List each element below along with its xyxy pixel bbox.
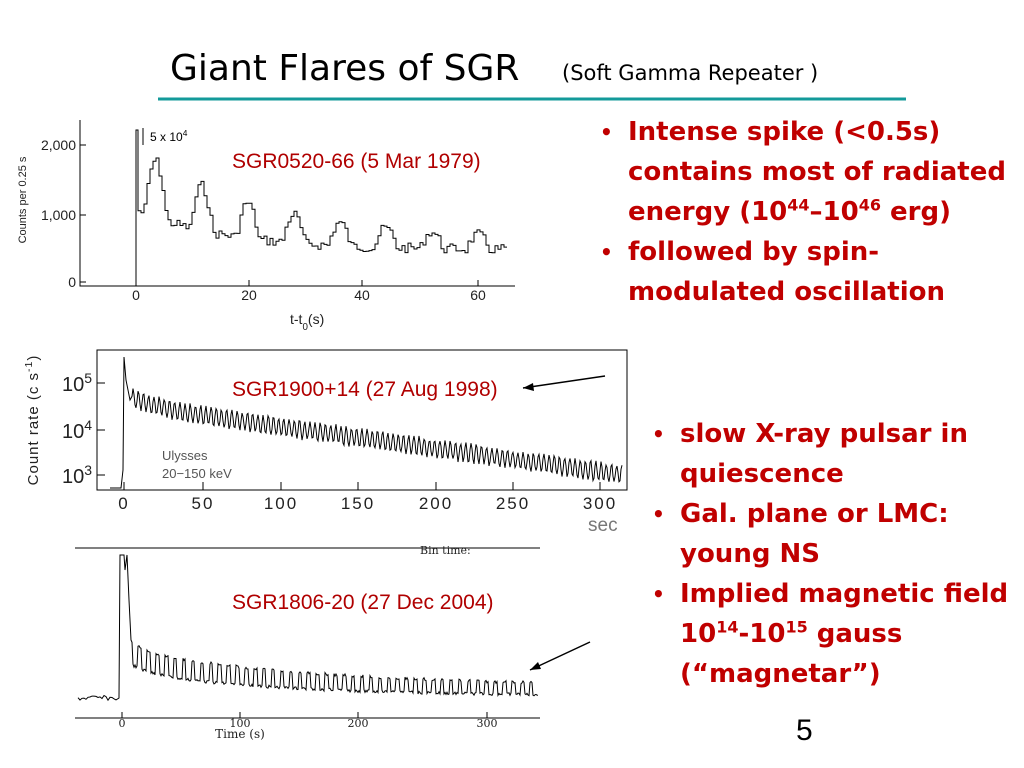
x-tick-label: 40 — [354, 287, 370, 303]
light-curve — [135, 129, 507, 282]
text-run: -10 — [738, 619, 786, 649]
text-run: Count rate (c s — [25, 372, 42, 485]
text-run: 5 — [84, 370, 92, 386]
x-tick-label: 100 — [264, 494, 298, 513]
y-tick-label: 103 — [62, 462, 92, 488]
light-curve — [77, 554, 539, 702]
y-tick-label: 104 — [62, 417, 92, 443]
x-tick-label: 0 — [132, 287, 140, 303]
text-run: 44 — [787, 195, 810, 215]
light-curve — [110, 356, 623, 489]
text-run: -1 — [23, 361, 35, 372]
text-run: slow X-ray pulsar in quiescence — [680, 419, 968, 489]
y-tick-label: 0 — [68, 274, 76, 290]
text-run: 10 — [62, 374, 84, 396]
y-tick-label: 105 — [62, 370, 92, 396]
x-tick-label: 0 — [119, 717, 126, 730]
y-axis-label: Count rate (c s-1) — [23, 355, 42, 486]
arrow-head — [530, 662, 541, 670]
x-tick-label: 250 — [496, 494, 530, 513]
arrow-head — [523, 383, 534, 391]
x-tick-label: 60 — [470, 287, 486, 303]
text-run: ) — [25, 355, 42, 361]
text-run: (s) — [308, 311, 324, 327]
plot-label: SGR1900+14 (27 Aug 1998) — [232, 378, 498, 401]
text-run: 46 — [858, 195, 881, 215]
x-tick-label: 0 — [118, 494, 129, 513]
note: 20−150 keV — [162, 466, 232, 481]
plot-label: SGR1806-20 (27 Dec 2004) — [232, 591, 494, 614]
text-run: 0 — [302, 322, 308, 333]
text-run: erg) — [881, 197, 952, 227]
x-axis-label: Time (s) — [215, 727, 265, 741]
bullet: Intense spike (<0.5s) contains most of r… — [600, 112, 1018, 232]
axes-frame — [96, 349, 628, 491]
text-run: t-t — [290, 311, 303, 327]
y-tick-label: 2,000 — [41, 137, 76, 153]
bullet: followed by spin-modulated oscillation — [600, 232, 1018, 312]
text-run: 10 — [62, 466, 84, 488]
x-tick-label: 200 — [419, 494, 453, 513]
plot-label: SGR0520-66 (5 Mar 1979) — [232, 150, 481, 173]
annotation: 5 x 104 — [150, 128, 188, 144]
text-run: –10 — [809, 197, 859, 227]
plot-header: Bin time: — [420, 544, 471, 557]
bullet-list: slow X-ray pulsar in quiescence Gal. plan… — [652, 414, 1020, 694]
text-run: Gal. plane or LMC: young NS — [680, 499, 949, 569]
bullet: Implied magnetic field 1014-1015 gauss (… — [652, 574, 1020, 694]
text-run: 3 — [84, 462, 92, 478]
text-run: 4 — [183, 128, 188, 138]
axes-frame — [79, 120, 515, 287]
text-run: 15 — [785, 617, 808, 637]
x-tick-label: 100 — [230, 717, 251, 730]
x-tick-label: 150 — [341, 494, 375, 513]
bullet: Gal. plane or LMC: young NS — [652, 494, 1020, 574]
y-tick-label: 1,000 — [41, 207, 76, 223]
slide-subtitle: (Soft Gamma Repeater ) — [562, 61, 818, 85]
arrow — [529, 641, 591, 671]
text-run: 4 — [84, 417, 92, 433]
text-run: 10 — [62, 421, 84, 443]
x-tick-label: 50 — [192, 494, 215, 513]
x-tick-label: 20 — [241, 287, 257, 303]
text-run: 5 x 10 — [150, 130, 183, 144]
unit-label: sec — [588, 515, 618, 536]
x-tick-label: 200 — [348, 717, 369, 730]
slide-title: Giant Flares of SGR — [170, 48, 519, 89]
x-axis-label: t-t0(s) — [290, 311, 324, 333]
x-tick-label: 300 — [583, 494, 617, 513]
x-tick-label: 300 — [477, 717, 498, 730]
bullet: slow X-ray pulsar in quiescence — [652, 414, 1020, 494]
text-run: Implied magnetic field 10 — [680, 579, 1009, 649]
page-number: 5 — [796, 714, 813, 747]
bullet-list: Intense spike (<0.5s) contains most of r… — [600, 112, 1018, 312]
arrow — [522, 375, 606, 389]
text-run: 14 — [716, 617, 739, 637]
note: Ulysses — [162, 448, 208, 463]
y-axis-label: Counts per 0.25 s — [17, 156, 29, 243]
text-run: followed by spin-modulated oscillation — [628, 237, 946, 307]
text-run: Intense spike (<0.5s) contains most of r… — [628, 117, 1006, 227]
text-run: gauss (“magnetar”) — [680, 619, 903, 689]
